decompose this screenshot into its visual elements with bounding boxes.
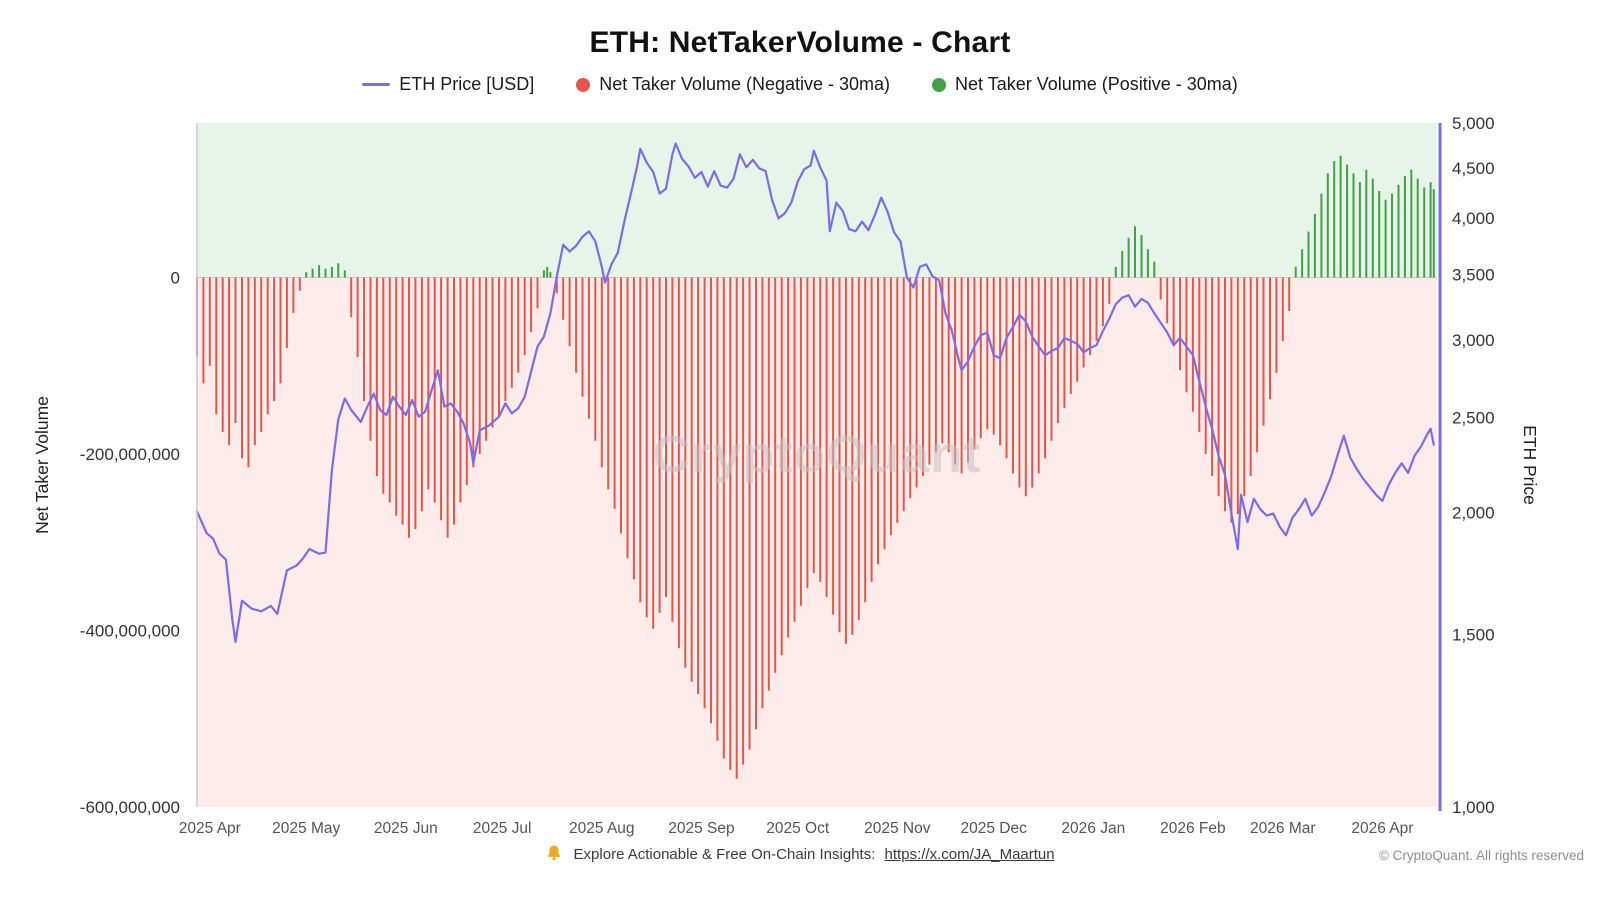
- footer-promo: Explore Actionable & Free On-Chain Insig…: [0, 844, 1600, 866]
- legend-item-negative-volume[interactable]: Net Taker Volume (Negative - 30ma): [576, 74, 890, 95]
- copyright: © CryptoQuant. All rights reserved: [1378, 848, 1584, 863]
- svg-text:3,500: 3,500: [1452, 266, 1495, 285]
- x-axis-ticks: 2025 Apr 2025 May 2025 Jun 2025 Jul 2025 Aug…: [179, 820, 1414, 837]
- svg-text:1,500: 1,500: [1452, 626, 1495, 645]
- svg-text:2026 Feb: 2026 Feb: [1160, 820, 1226, 837]
- legend-item-eth-price[interactable]: ETH Price [USD]: [362, 74, 534, 95]
- chart-plot: CryptoQuant 0 -200,000,000 -400,000,000 -600…: [32, 114, 1540, 837]
- svg-text:-600,000,000: -600,000,000: [80, 798, 180, 817]
- price-line: [195, 142, 1435, 643]
- svg-text:5,000: 5,000: [1452, 114, 1495, 133]
- svg-text:2026 Apr: 2026 Apr: [1351, 820, 1413, 837]
- svg-text:4,000: 4,000: [1452, 209, 1495, 228]
- right-axis-title: ETH Price: [1520, 425, 1540, 505]
- svg-text:3,000: 3,000: [1452, 331, 1495, 350]
- svg-text:2025 Dec: 2025 Dec: [961, 820, 1028, 837]
- legend: ETH Price [USD] Net Taker Volume (Negati…: [0, 74, 1600, 95]
- line-swatch-icon: [362, 83, 391, 86]
- volume-bars: [196, 155, 1435, 779]
- svg-text:2025 Oct: 2025 Oct: [766, 820, 830, 837]
- left-axis-title: Net Taker Volume: [32, 396, 52, 534]
- plot-background: [197, 123, 1437, 807]
- svg-text:2025 Sep: 2025 Sep: [668, 820, 734, 837]
- green-dot-icon: [932, 77, 947, 92]
- svg-text:2025 Apr: 2025 Apr: [179, 820, 241, 837]
- right-axis-ticks: 5,000 4,500 4,000 3,500 3,000 2,500 2,000 1,500…: [1452, 114, 1495, 817]
- legend-item-positive-volume[interactable]: Net Taker Volume (Positive - 30ma): [932, 74, 1238, 95]
- svg-text:2025 Jul: 2025 Jul: [473, 820, 532, 837]
- svg-text:2,500: 2,500: [1452, 409, 1495, 428]
- legend-label: Net Taker Volume (Positive - 30ma): [955, 74, 1238, 94]
- chart-title: ETH: NetTakerVolume - Chart: [589, 26, 1011, 59]
- red-dot-icon: [576, 77, 591, 92]
- svg-text:2025 Nov: 2025 Nov: [864, 820, 931, 837]
- promo-link[interactable]: https://x.com/JA_Maartun: [884, 846, 1055, 863]
- svg-text:1,000: 1,000: [1452, 798, 1495, 817]
- svg-text:2026 Mar: 2026 Mar: [1250, 820, 1315, 837]
- promo-text: Explore Actionable & Free On-Chain Insig…: [573, 846, 876, 863]
- svg-text:2,000: 2,000: [1452, 503, 1495, 522]
- svg-text:2026 Jan: 2026 Jan: [1061, 820, 1125, 837]
- svg-text:-200,000,000: -200,000,000: [80, 445, 180, 464]
- svg-text:4,500: 4,500: [1452, 159, 1495, 178]
- legend-label: Net Taker Volume (Negative - 30ma): [599, 74, 891, 94]
- svg-text:0: 0: [171, 268, 180, 287]
- left-axis-ticks: 0 -200,000,000 -400,000,000 -600,000,000: [80, 268, 180, 817]
- svg-text:2025 Aug: 2025 Aug: [569, 820, 635, 837]
- watermark: CryptoQuant: [653, 426, 982, 484]
- svg-text:-400,000,000: -400,000,000: [80, 621, 180, 640]
- svg-text:2025 May: 2025 May: [272, 820, 340, 837]
- legend-label: ETH Price [USD]: [399, 74, 535, 94]
- svg-text:2025 Jun: 2025 Jun: [374, 820, 438, 837]
- bell-icon: [545, 845, 567, 866]
